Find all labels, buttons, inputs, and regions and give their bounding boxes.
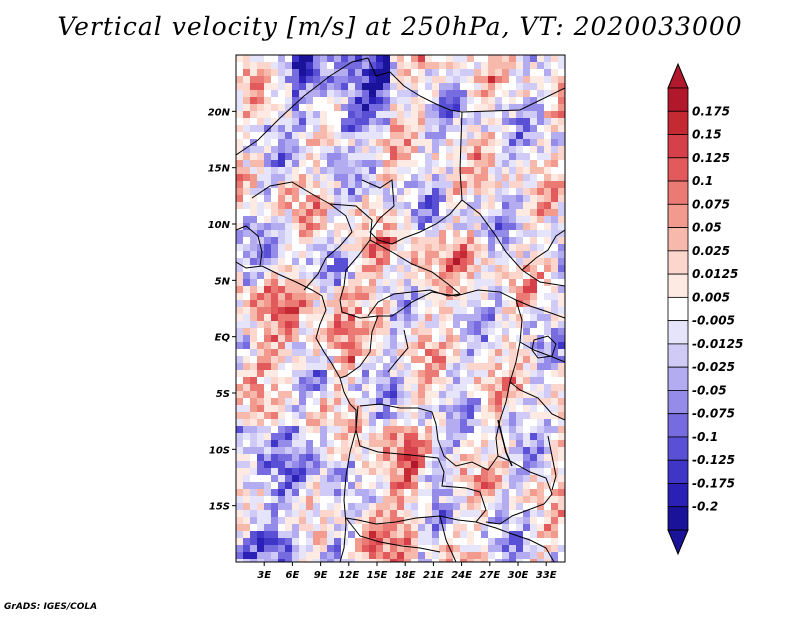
lon-label: 21E [423, 570, 444, 581]
border-sahara [236, 57, 463, 171]
border-northwest [236, 225, 263, 267]
colorbar-swatch [667, 110, 689, 135]
lon-label: 18E [395, 570, 416, 581]
lake-tanganyika [497, 419, 513, 467]
lat-label: 15S [209, 502, 230, 513]
colorbar-label: 0.15 [692, 128, 722, 142]
colorbar-label: 0.175 [692, 104, 730, 118]
colorbar-swatch [667, 413, 689, 438]
lake-malawi [547, 435, 557, 491]
lat-label: 15N [208, 164, 231, 175]
colorbar-swatch [667, 343, 689, 368]
colorbar-swatch [667, 506, 689, 531]
colorbar-label: -0.0125 [692, 337, 743, 351]
lon-label: 12E [338, 570, 359, 581]
border-zimbabwe [475, 521, 555, 562]
border-car [367, 239, 462, 317]
border-congo [339, 301, 413, 379]
border-namibia [345, 515, 457, 562]
lake-victoria [531, 335, 557, 359]
border-chad [361, 169, 463, 245]
colorbar-label: 0.05 [692, 221, 722, 235]
border-sudan [461, 87, 565, 287]
colorbar-swatch [667, 390, 689, 415]
border-zambia [485, 455, 553, 525]
colorbar-bottom-arrow [667, 529, 689, 556]
colorbar-swatch [667, 483, 689, 508]
colorbar-swatch [667, 273, 689, 298]
colorbar-swatch [667, 134, 689, 159]
map-frame [235, 54, 566, 563]
lon-label: 3E [257, 570, 271, 581]
colorbar-swatch [667, 296, 689, 322]
colorbar-swatch [667, 320, 689, 345]
colorbar-swatch [667, 366, 689, 391]
lon-label: 9E [314, 570, 328, 581]
lat-label: EQ [215, 333, 231, 344]
colorbar-label: -0.2 [692, 500, 718, 514]
colorbar-swatch [667, 180, 689, 205]
lat-label: 5N [215, 276, 231, 287]
colorbar-label: -0.175 [692, 476, 735, 490]
velocity-field [236, 55, 565, 562]
colorbar-swatch [667, 250, 689, 275]
colorbar-label: 0.075 [692, 197, 730, 211]
colorbar-label: -0.1 [692, 430, 718, 444]
map-title: Vertical velocity [m/s] at 250hPa, VT: 2… [57, 12, 743, 41]
coastline-west [236, 261, 357, 562]
colorbar-label: 0.125 [692, 151, 730, 165]
colorbar-top-arrow [667, 62, 689, 89]
colorbar-label: -0.005 [692, 314, 735, 328]
latitude-axis: 20N 15N 10N 5N EQ 5S 10S 15S [208, 107, 236, 513]
border-nigeria [251, 181, 353, 291]
lon-label: 6E [286, 570, 300, 581]
lat-label: 10S [209, 445, 230, 456]
colorbar-label: -0.075 [692, 407, 735, 421]
border-drc [359, 289, 523, 471]
longitude-axis: 3E 6E 9E 12E 15E 18E 21E 24E 27E 30E 33E [257, 562, 557, 581]
lat-label: 5S [216, 389, 230, 400]
colorbar-label: -0.125 [692, 453, 735, 467]
lon-label: 27E [479, 570, 500, 581]
colorbar-label: 0.0125 [692, 267, 738, 281]
lat-label: 10N [208, 220, 231, 231]
grads-credit: GrADS: IGES/COLA [4, 602, 98, 612]
lon-label: 30E [508, 570, 529, 581]
border-cameroon [329, 203, 379, 319]
colorbar-label: -0.025 [692, 360, 735, 374]
colorbar-label: 0.1 [692, 174, 713, 188]
colorbar-swatch [667, 227, 689, 252]
colorbar: 0.175 0.15 0.125 0.1 0.075 0.05 0.025 0.0125 0.0… [667, 62, 743, 556]
colorbar-swatch [667, 459, 689, 484]
colorbar-label: 0.005 [692, 290, 730, 304]
colorbar-swatch [667, 87, 689, 112]
colorbar-swatch [667, 157, 689, 182]
lat-label: 20N [208, 107, 231, 118]
colorbar-label: 0.025 [692, 244, 730, 258]
lon-label: 15E [367, 570, 388, 581]
lon-label: 24E [451, 570, 472, 581]
colorbar-swatch [667, 203, 689, 228]
lon-label: 33E [536, 570, 557, 581]
colorbar-label: -0.05 [692, 383, 727, 397]
border-east [509, 229, 565, 421]
border-angola [345, 405, 487, 525]
colorbar-swatch [667, 436, 689, 461]
country-borders [236, 57, 565, 562]
